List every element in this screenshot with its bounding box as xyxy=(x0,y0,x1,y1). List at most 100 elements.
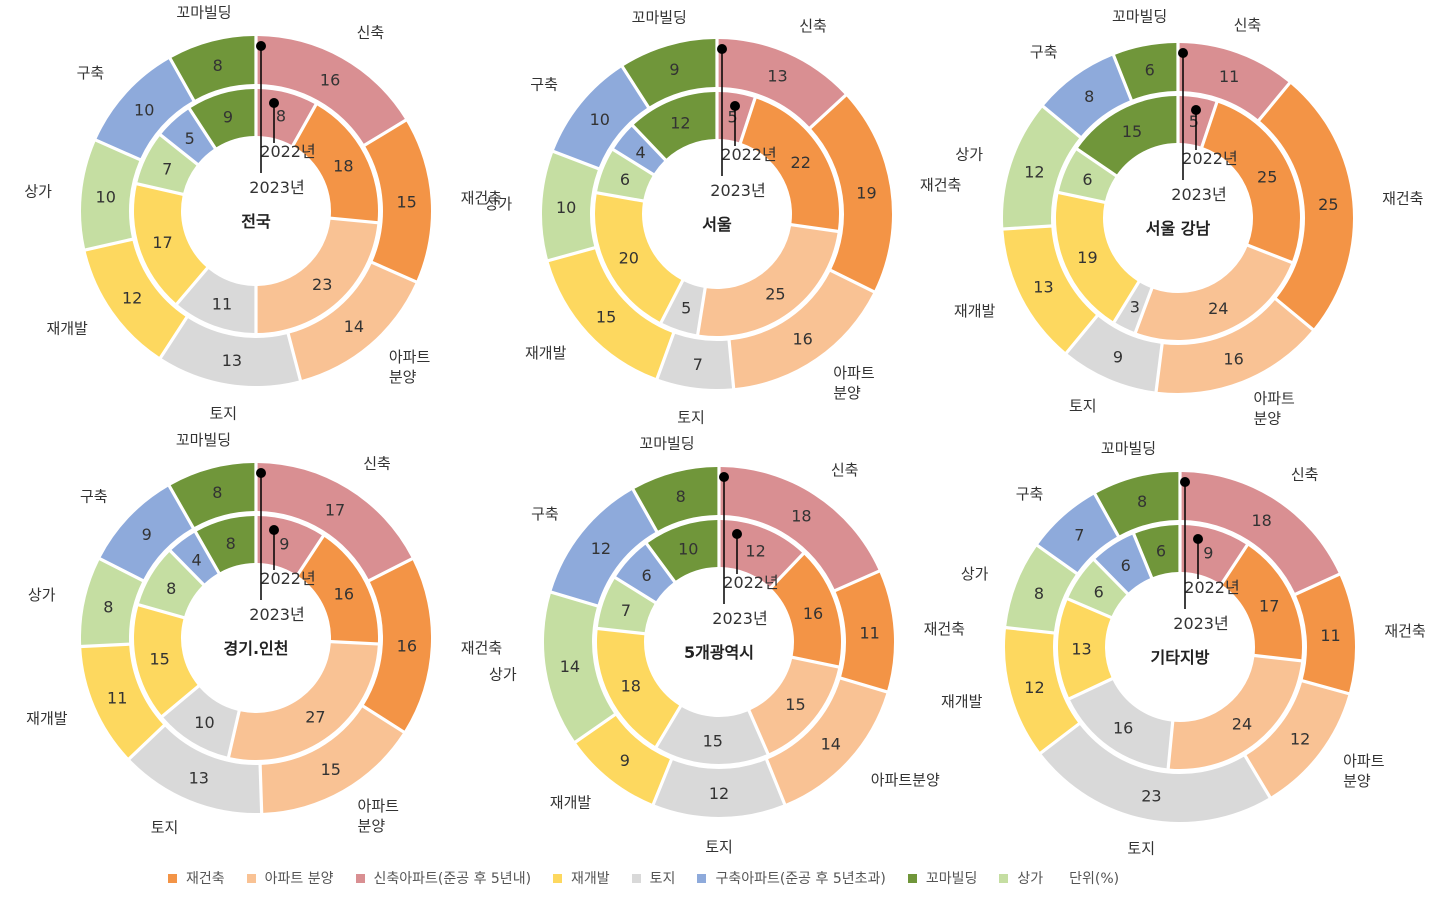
outer-slice-신축 xyxy=(1181,472,1339,593)
category-label-구축: 구축 xyxy=(1016,485,1044,503)
outer-value-label: 12 xyxy=(1290,729,1310,748)
category-label-재건축: 재건축 xyxy=(1384,622,1425,640)
category-label-상가: 상가 xyxy=(485,195,513,213)
inner-value-label: 4 xyxy=(191,550,201,569)
year-2022-label: 2022년 xyxy=(260,569,315,588)
inner-slice-꼬마빌딩 xyxy=(633,92,716,159)
inner-slice-토지 xyxy=(657,707,767,765)
chart-title: 경기.인천 xyxy=(224,639,289,658)
inner-slice-상가 xyxy=(597,579,655,633)
category-label-구축: 구축 xyxy=(1030,43,1058,61)
outer-value-label: 18 xyxy=(1251,511,1271,530)
outer-slice-재개발 xyxy=(548,249,673,378)
outer-value-label: 8 xyxy=(1137,492,1147,511)
outer-slice-구축 xyxy=(96,59,193,159)
outer-slice-재건축 xyxy=(835,572,894,691)
outer-slice-꼬마빌딩 xyxy=(1096,472,1179,536)
outer-slice-꼬마빌딩 xyxy=(170,463,255,527)
inner-value-label: 16 xyxy=(334,584,354,603)
category-label-재개발: 재개발 xyxy=(26,710,68,728)
inner-value-label: 9 xyxy=(1203,544,1213,563)
outer-value-label: 18 xyxy=(791,506,811,525)
outer-value-label: 9 xyxy=(142,525,152,544)
outer-slice-신축 xyxy=(257,36,405,144)
inner-value-label: 8 xyxy=(226,534,236,553)
category-label-꼬마빌딩: 꼬마빌딩 xyxy=(639,435,694,453)
category-label-신축: 신축 xyxy=(1234,16,1262,34)
outer-value-label: 9 xyxy=(1113,348,1123,367)
inner-slice-아파트분양 xyxy=(699,226,838,337)
year-2023-label: 2023년 xyxy=(249,178,304,197)
inner-slice-재개발 xyxy=(1058,600,1112,698)
legend-item: 재개발 xyxy=(553,868,610,888)
year-2023-label: 2023년 xyxy=(249,605,304,624)
inner-value-label: 15 xyxy=(785,695,805,714)
outer-value-label: 7 xyxy=(1074,525,1084,544)
inner-slice-구축 xyxy=(616,544,674,602)
legend-item: 토지 xyxy=(631,868,675,888)
outer-slice-구축 xyxy=(554,67,647,168)
inner-slice-신축 xyxy=(718,92,754,143)
chart-title: 5개광역시 xyxy=(684,643,754,662)
inner-slice-구축 xyxy=(614,126,665,174)
outer-value-label: 16 xyxy=(320,70,340,89)
inner-value-label: 25 xyxy=(765,284,785,303)
category-label-재건축: 재건축 xyxy=(461,639,502,657)
outer-slice-꼬마빌딩 xyxy=(1115,43,1177,100)
outer-slice-재건축 xyxy=(365,121,431,281)
inner-slice-꼬마빌딩 xyxy=(647,520,718,581)
year-2023-dot xyxy=(717,44,727,54)
category-label-구축: 구축 xyxy=(77,64,105,82)
outer-slice-꼬마빌딩 xyxy=(623,39,716,107)
inner-value-label: 25 xyxy=(1257,167,1277,186)
outer-slice-꼬마빌딩 xyxy=(634,467,718,531)
outer-slice-구축 xyxy=(1044,55,1130,136)
outer-value-label: 11 xyxy=(1219,67,1239,86)
legend-swatch xyxy=(355,873,365,883)
outer-value-label: 11 xyxy=(107,688,127,707)
legend-label: 상가 xyxy=(1017,871,1044,887)
category-label-상가: 상가 xyxy=(24,182,52,200)
category-label-토지: 토지 xyxy=(1069,397,1097,415)
outer-slice-아파트분양 xyxy=(730,271,874,389)
inner-slice-아파트분양 xyxy=(230,643,378,760)
category-label-재건축: 재건축 xyxy=(1382,190,1423,208)
outer-value-label: 12 xyxy=(709,784,729,803)
year-2022-dot xyxy=(269,98,279,108)
outer-value-label: 10 xyxy=(590,110,610,129)
inner-slice-상가 xyxy=(137,136,197,193)
inner-value-label: 15 xyxy=(149,650,169,669)
inner-value-label: 15 xyxy=(703,731,723,750)
category-label-꼬마빌딩: 꼬마빌딩 xyxy=(1112,8,1167,26)
outer-value-label: 15 xyxy=(321,760,341,779)
outer-value-label: 11 xyxy=(1320,626,1340,645)
chart-title: 서울 xyxy=(702,215,732,234)
legend-label: 재개발 xyxy=(571,871,610,887)
outer-value-label: 16 xyxy=(397,636,417,655)
inner-value-label: 10 xyxy=(194,713,214,732)
year-2023-label: 2023년 xyxy=(1173,614,1228,633)
donut-chart: 12 16 15 15 18 76 10 18 11 14 12 9 14 12 8 신축재건축아파트분양토지… xyxy=(489,435,965,856)
outer-value-label: 10 xyxy=(96,188,116,207)
outer-slice-상가 xyxy=(1006,546,1076,632)
outer-slice-꼬마빌딩 xyxy=(171,36,255,100)
inner-value-label: 16 xyxy=(803,604,823,623)
outer-value-label: 17 xyxy=(325,500,345,519)
outer-slice-구축 xyxy=(551,490,656,605)
inner-slice-재건축 xyxy=(771,554,842,666)
year-2022-label: 2022년 xyxy=(1182,149,1237,168)
category-label-신축: 신축 xyxy=(1291,466,1319,484)
category-label-꼬마빌딩: 꼬마빌딩 xyxy=(1101,440,1156,458)
outer-slice-토지 xyxy=(1041,725,1269,822)
outer-slice-재개발 xyxy=(81,645,163,758)
year-2022-dot xyxy=(1193,534,1203,544)
outer-value-label: 6 xyxy=(1145,61,1155,80)
inner-slice-신축 xyxy=(1179,96,1216,147)
legend: 재건축 아파트 분양 신축아파트(준공 후 5년내) 재개발 토지 구축아파트(준공 후 … xyxy=(168,868,1119,888)
inner-slice-토지 xyxy=(1115,282,1151,332)
category-label-재개발: 재개발 xyxy=(550,793,592,811)
